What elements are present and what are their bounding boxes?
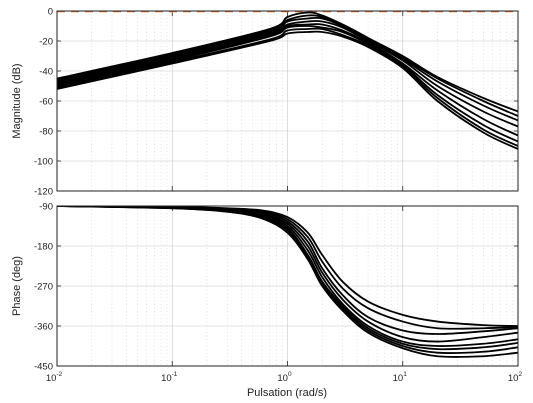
y-tick-label: -80: [39, 127, 53, 138]
x-tick-base: 10: [393, 373, 404, 384]
y-tick-label: -90: [39, 202, 53, 213]
x-tick-exponent: -1: [172, 371, 178, 378]
x-tick-exponent: 2: [518, 371, 522, 378]
magnitude-axis-label: Magnitude (dB): [11, 63, 23, 138]
magnitude-series-2: [57, 14, 518, 117]
y-tick-label: -60: [39, 97, 53, 108]
y-tick-label: -120: [34, 187, 53, 198]
magnitude-y-tick-labels: 0 -20 -40 -60 -80 -100 -120: [34, 7, 53, 198]
pulsation-axis-label: Pulsation (rad/s): [247, 387, 327, 399]
y-tick-label: -100: [34, 157, 53, 168]
x-tick-base: 10: [508, 373, 519, 384]
x-tick-exponent: 0: [288, 371, 292, 378]
x-tick-base: 10: [277, 373, 288, 384]
y-tick-label: -40: [39, 67, 53, 78]
x-tick-label: 101: [393, 371, 408, 384]
magnitude-series-7: [57, 27, 518, 147]
x-tick-label: 10-2: [46, 371, 63, 384]
x-tick-base: 10: [46, 373, 57, 384]
magnitude-series-6: [57, 25, 518, 143]
x-tick-label: 102: [508, 371, 523, 384]
magnitude-series-5: [57, 23, 518, 137]
x-tick-label: 10-1: [161, 371, 178, 384]
phase-frame: [56, 205, 519, 367]
magnitude-curves: [57, 11, 518, 150]
magnitude-series-3: [57, 16, 518, 122]
y-tick-label: -360: [34, 322, 53, 333]
x-tick-exponent: 1: [403, 371, 407, 378]
phase-axis-label: Phase (deg): [11, 256, 23, 316]
magnitude-series-4: [57, 20, 518, 128]
magnitude-series-1: [57, 11, 518, 113]
magnitude-series-8: [57, 30, 518, 150]
y-tick-label: 0: [48, 7, 53, 18]
y-tick-label: -450: [34, 362, 53, 373]
x-tick-base: 10: [161, 373, 172, 384]
magnitude-panel: 0 -20 -40 -60 -80 -100 -120: [34, 7, 519, 198]
y-tick-label: -180: [34, 242, 53, 253]
x-tick-label: 100: [277, 371, 292, 384]
phase-y-tick-labels: -90 -180 -270 -360 -450: [34, 202, 53, 373]
y-tick-label: -20: [39, 37, 53, 48]
y-tick-label: -270: [34, 282, 53, 293]
phase-series-8: [57, 206, 518, 358]
magnitude-grid: [56, 10, 519, 192]
phase-curves: [57, 206, 518, 358]
x-tick-labels: 10-2 10-1 100 101 102: [46, 371, 523, 384]
magnitude-frame: [56, 10, 519, 192]
x-tick-exponent: -2: [56, 371, 62, 378]
